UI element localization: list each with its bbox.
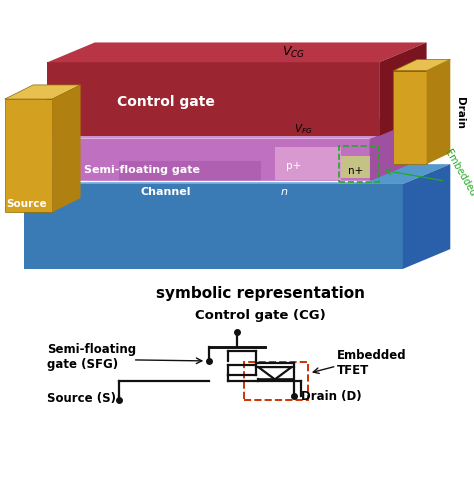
Text: $V_{CG}$: $V_{CG}$ <box>283 45 305 60</box>
Text: symbolic representation: symbolic representation <box>156 286 365 301</box>
Text: Channel: Channel <box>141 187 191 198</box>
Polygon shape <box>5 85 81 99</box>
Text: Source (S): Source (S) <box>47 392 117 406</box>
Text: n: n <box>281 187 288 198</box>
Polygon shape <box>393 71 427 164</box>
Polygon shape <box>62 164 403 184</box>
Text: Control gate (CG): Control gate (CG) <box>195 309 326 323</box>
Polygon shape <box>5 99 52 212</box>
Polygon shape <box>393 60 450 71</box>
Polygon shape <box>341 156 370 178</box>
Text: Source: Source <box>6 199 46 209</box>
Text: Semi-floating gate: Semi-floating gate <box>84 165 200 175</box>
Polygon shape <box>275 147 341 180</box>
Text: Semi-floating
gate (SFG): Semi-floating gate (SFG) <box>47 343 137 371</box>
Polygon shape <box>370 119 417 181</box>
Text: n+: n+ <box>348 166 363 176</box>
Text: Drain (D): Drain (D) <box>301 390 362 403</box>
Polygon shape <box>403 164 450 269</box>
Polygon shape <box>47 42 427 62</box>
Polygon shape <box>52 85 81 212</box>
Polygon shape <box>118 162 261 181</box>
Text: Drain: Drain <box>455 97 465 129</box>
Polygon shape <box>24 164 450 184</box>
Polygon shape <box>24 184 403 269</box>
Polygon shape <box>57 139 370 181</box>
Polygon shape <box>57 119 417 139</box>
Polygon shape <box>427 60 450 164</box>
Text: Control gate: Control gate <box>117 95 215 109</box>
Text: $V_{FG}$: $V_{FG}$ <box>294 122 313 136</box>
Bar <box>244 362 308 400</box>
Polygon shape <box>379 42 427 136</box>
Text: p+: p+ <box>286 161 301 171</box>
Bar <box>339 146 379 182</box>
Polygon shape <box>47 62 379 136</box>
Text: Embedded TFET: Embedded TFET <box>443 147 474 221</box>
Text: Embedded
TFET: Embedded TFET <box>337 349 406 377</box>
Polygon shape <box>258 367 292 379</box>
